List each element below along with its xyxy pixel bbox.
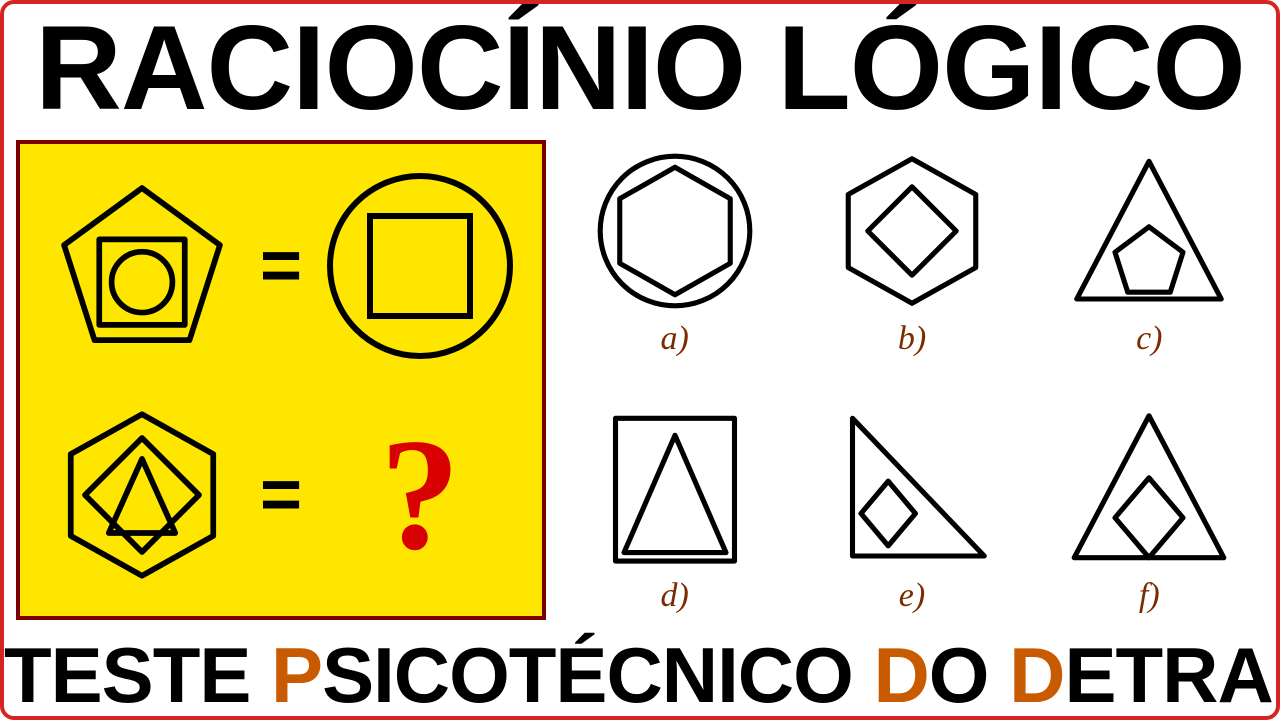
answer-label: d)	[660, 577, 688, 615]
card-frame: RACIOCÍNIO LÓGICO =	[0, 0, 1280, 720]
answer-option-e[interactable]: e)	[827, 403, 997, 615]
answer-label: a)	[660, 320, 688, 358]
option-d-icon	[590, 403, 760, 573]
puzzle-panel: = = ?	[16, 140, 546, 620]
option-b-icon	[827, 146, 997, 316]
puzzle-premise-right-icon	[320, 166, 520, 366]
answer-grid: a) b) c)	[560, 128, 1264, 632]
question-mark-icon: ?	[380, 402, 460, 587]
answer-option-c[interactable]: c)	[1064, 146, 1234, 358]
answer-option-a[interactable]: a)	[590, 146, 760, 358]
answer-label: f)	[1139, 577, 1160, 615]
puzzle-query-left-icon	[47, 400, 237, 590]
option-c-icon	[1064, 146, 1234, 316]
answer-option-f[interactable]: f)	[1064, 403, 1234, 615]
puzzle-premise-left-icon	[47, 171, 237, 361]
answer-option-d[interactable]: d)	[590, 403, 760, 615]
equals-sign-2: =	[260, 454, 302, 536]
answer-label: b)	[898, 320, 926, 358]
option-e-icon	[827, 403, 997, 573]
answer-label: e)	[899, 577, 925, 615]
option-f-icon	[1064, 403, 1234, 573]
footer-title: TESTE PSICOTÉCNICO DO DETRAN	[4, 636, 1276, 716]
answer-label: c)	[1136, 320, 1162, 358]
page-title: RACIOCÍNIO LÓGICO	[4, 4, 1276, 128]
answer-option-b[interactable]: b)	[827, 146, 997, 358]
option-a-icon	[590, 146, 760, 316]
equals-sign-1: =	[260, 225, 302, 307]
content-body: = = ?	[4, 128, 1276, 636]
